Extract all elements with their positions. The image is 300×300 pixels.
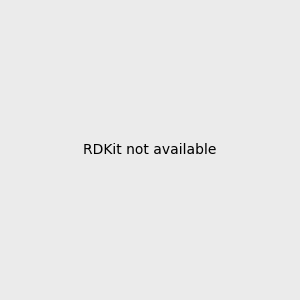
Text: RDKit not available: RDKit not available — [83, 143, 217, 157]
